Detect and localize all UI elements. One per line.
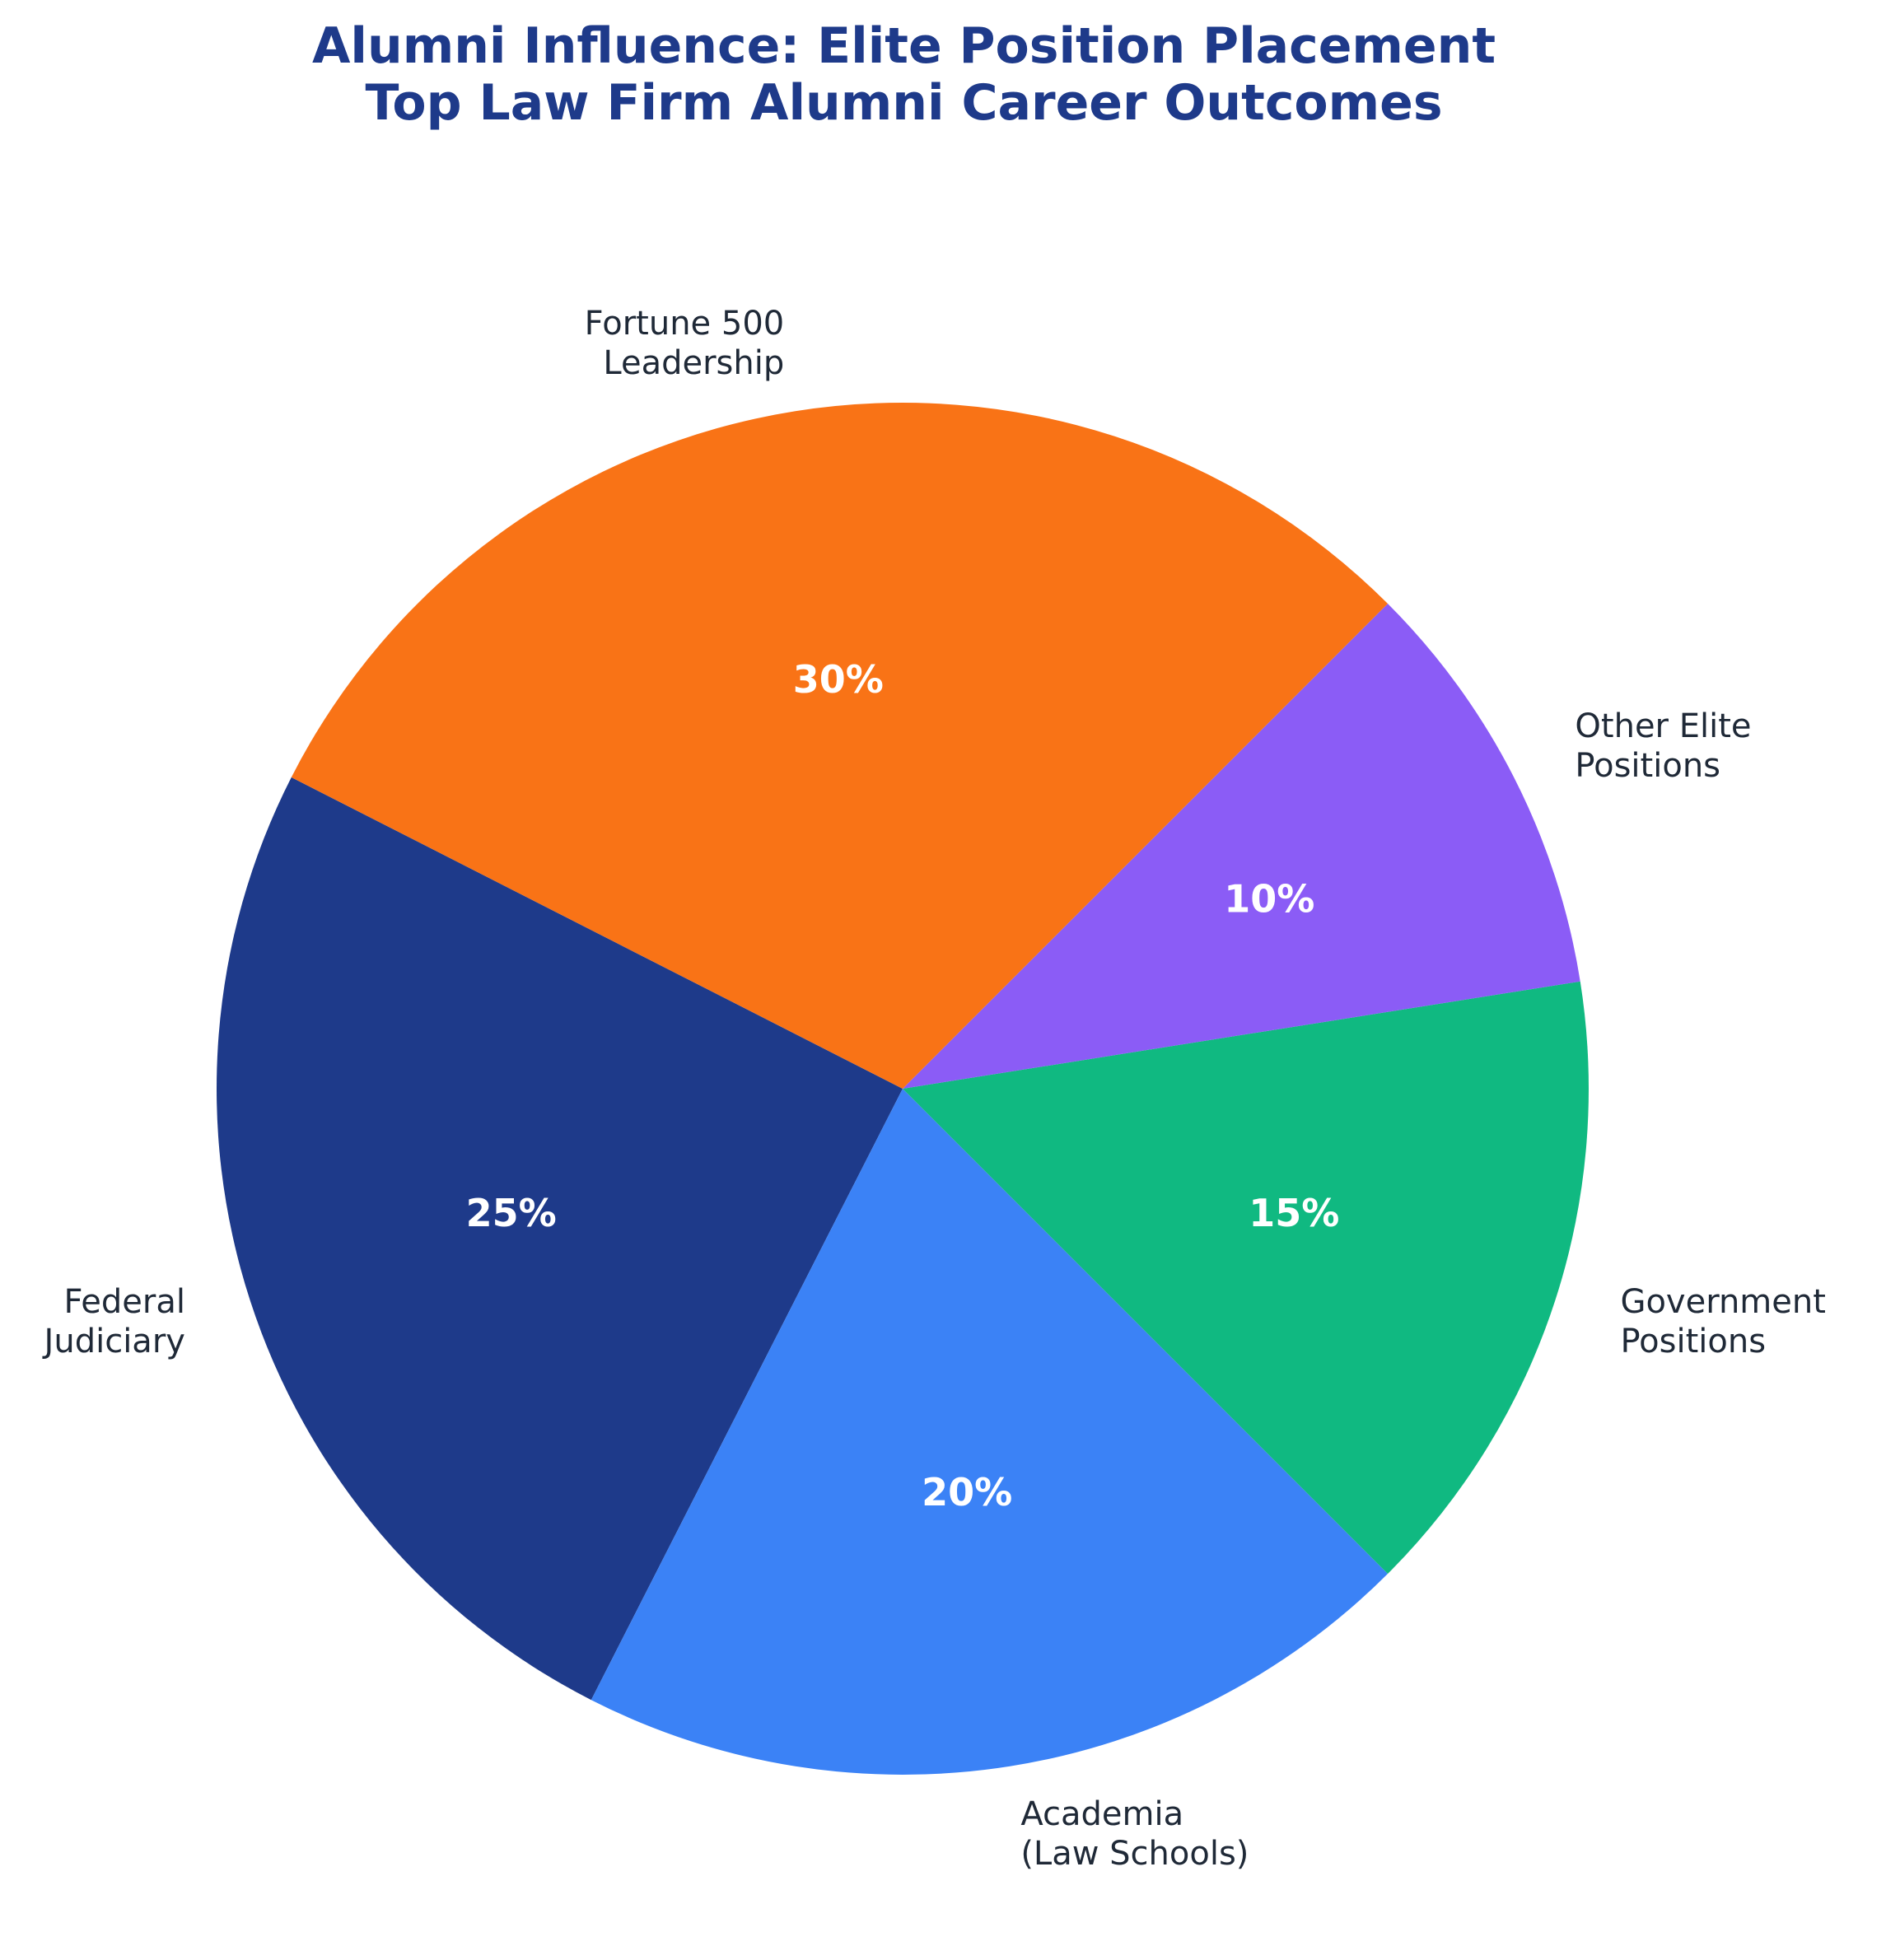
pie-slice (903, 603, 1580, 1089)
chart-title: Alumni Influence: Elite Position Placeme… (311, 17, 1496, 132)
percent-label: 10% (1224, 877, 1314, 922)
pie-slice (903, 981, 1589, 1575)
slice-label: Academia (Law Schools) (1020, 1795, 1249, 1874)
percent-label: 30% (793, 657, 884, 702)
slice-label: Fortune 500 Leadership (584, 304, 785, 382)
pie-slice (216, 777, 903, 1701)
pie-slice (591, 1089, 1389, 1775)
slice-label: Government Positions (1620, 1283, 1826, 1361)
slice-label: Federal Judiciary (44, 1283, 185, 1361)
percent-label: 25% (466, 1191, 557, 1235)
pie-slice (291, 403, 1389, 1090)
percent-label: 20% (922, 1470, 1012, 1514)
slice-label: Other Elite Positions (1575, 707, 1752, 785)
percent-label: 15% (1249, 1191, 1339, 1235)
